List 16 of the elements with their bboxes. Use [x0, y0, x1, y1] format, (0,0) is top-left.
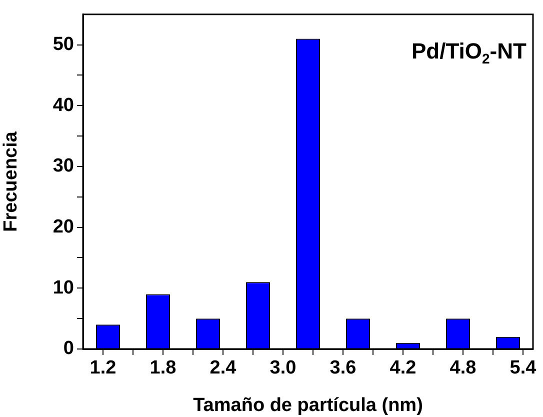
y-axis-title: Frecuencia	[0, 131, 22, 232]
x-tick-label: 4.8	[450, 358, 476, 379]
x-tick-label: 2.4	[210, 358, 237, 379]
x-axis-title: Tamaño de partícula (nm)	[193, 394, 423, 416]
y-tick-label: 50	[52, 34, 74, 56]
y-tick-label: 10	[52, 277, 74, 298]
y-tick-label: 40	[52, 94, 74, 116]
x-tick-label: 5.4	[510, 358, 537, 379]
y-tick-label: 20	[52, 216, 74, 238]
x-tick-label: 3.0	[270, 358, 296, 379]
x-tick-label: 4.2	[390, 358, 416, 379]
y-tick-label: 30	[52, 156, 74, 177]
x-tick-label: 1.2	[90, 358, 116, 379]
x-tick-label: 1.8	[150, 358, 176, 379]
x-tick-label: 3.6	[330, 358, 356, 379]
y-tick-label: 0	[63, 338, 74, 360]
